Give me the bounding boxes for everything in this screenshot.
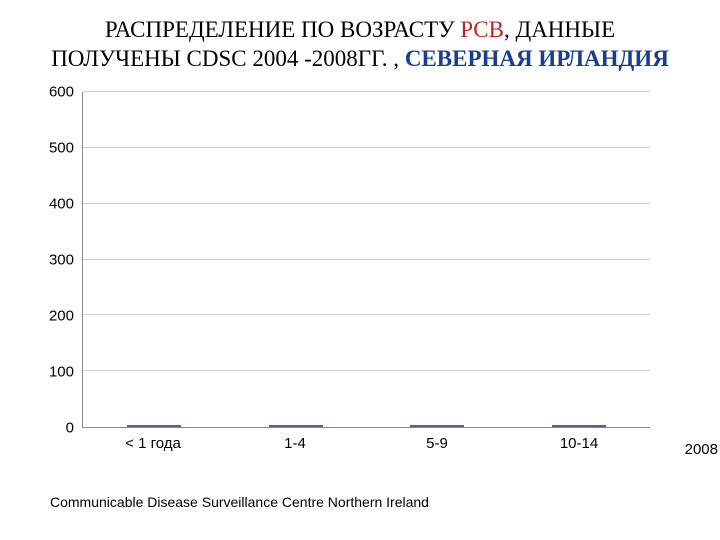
right-year-label: 2008 — [685, 441, 718, 458]
title-line1-pre: РАСПРЕДЕЛЕНИЕ ПО ВОЗРАСТУ — [105, 17, 460, 42]
y-tick-label: 500 — [49, 140, 74, 157]
x-tick-label: < 1 года — [125, 435, 181, 452]
y-tick-label: 600 — [49, 84, 74, 101]
bar-segment-main — [127, 425, 181, 427]
x-tick-label: 10-14 — [560, 435, 598, 452]
title-line2-pre: ПОЛУЧЕНЫ CDSC 2004 -2008ГГ. , — [51, 46, 405, 71]
y-tick-label: 300 — [49, 252, 74, 269]
slide-title: РАСПРЕДЕЛЕНИЕ ПО ВОЗРАСТУ РСВ, ДАННЫЕ ПО… — [0, 16, 720, 74]
title-rsv: РСВ — [460, 17, 504, 42]
x-tick-label: 1-4 — [284, 435, 306, 452]
y-tick-label: 200 — [49, 308, 74, 325]
bar-segment-main — [410, 425, 464, 427]
bar-segment-main — [269, 425, 323, 427]
y-tick-label: 400 — [49, 196, 74, 213]
bars-layer — [83, 92, 650, 427]
y-axis-labels: 0100200300400500600 — [40, 92, 78, 428]
chart: 0100200300400500600 < 1 года1-45-910-14 — [40, 92, 650, 452]
y-tick-label: 100 — [49, 364, 74, 381]
y-tick-label: 0 — [66, 420, 74, 437]
title-line1-post: , ДАННЫЕ — [504, 17, 615, 42]
footer-note: Communicable Disease Surveillance Centre… — [50, 494, 429, 510]
title-ni: СЕВЕРНАЯ ИРЛАНДИЯ — [405, 46, 669, 71]
bar-segment-main — [552, 425, 606, 427]
plot-area — [82, 92, 650, 428]
x-axis-labels: < 1 года 1-4 5-9 10-14 — [82, 430, 650, 452]
x-tick-label: 5-9 — [426, 435, 448, 452]
